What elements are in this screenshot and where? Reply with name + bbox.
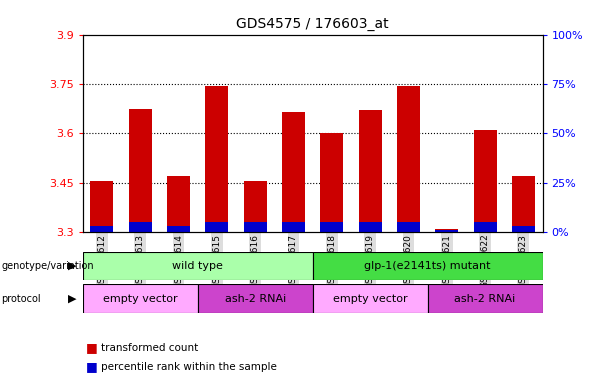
Text: ash-2 RNAi: ash-2 RNAi (454, 293, 516, 304)
Bar (167, 176, 190, 232)
Text: transformed count: transformed count (101, 343, 199, 353)
Title: GDS4575 / 176603_at: GDS4575 / 176603_at (237, 17, 389, 31)
Bar (435, 230, 458, 232)
Bar (321, 133, 343, 232)
Bar (397, 86, 420, 232)
Text: wild type: wild type (172, 261, 223, 271)
Bar (244, 222, 267, 232)
Bar (512, 176, 535, 232)
Text: protocol: protocol (1, 293, 41, 304)
Bar (83, 252, 313, 280)
Bar (512, 227, 535, 232)
Text: ■: ■ (86, 341, 97, 354)
Bar (91, 227, 113, 232)
Text: empty vector: empty vector (333, 293, 408, 304)
Text: glp-1(e2141ts) mutant: glp-1(e2141ts) mutant (364, 261, 491, 271)
Bar (83, 284, 197, 313)
Text: ▶: ▶ (68, 293, 77, 304)
Bar (473, 130, 497, 232)
Bar (313, 252, 543, 280)
Text: ■: ■ (86, 360, 97, 373)
Text: ▶: ▶ (68, 261, 77, 271)
Text: genotype/variation: genotype/variation (1, 261, 94, 271)
Bar (205, 222, 229, 232)
Bar (473, 222, 497, 232)
Bar (321, 222, 343, 232)
Bar (129, 109, 152, 232)
Bar (282, 222, 305, 232)
Bar (205, 86, 229, 232)
Bar (244, 181, 267, 232)
Bar (282, 112, 305, 232)
Text: percentile rank within the sample: percentile rank within the sample (101, 362, 277, 372)
Bar (359, 222, 381, 232)
Bar (197, 284, 313, 313)
Text: empty vector: empty vector (103, 293, 178, 304)
Bar (91, 181, 113, 232)
Bar (313, 284, 428, 313)
Bar (129, 222, 152, 232)
Bar (428, 284, 543, 313)
Bar (359, 110, 381, 232)
Bar (435, 229, 458, 232)
Text: ash-2 RNAi: ash-2 RNAi (224, 293, 286, 304)
Bar (397, 222, 420, 232)
Bar (167, 227, 190, 232)
